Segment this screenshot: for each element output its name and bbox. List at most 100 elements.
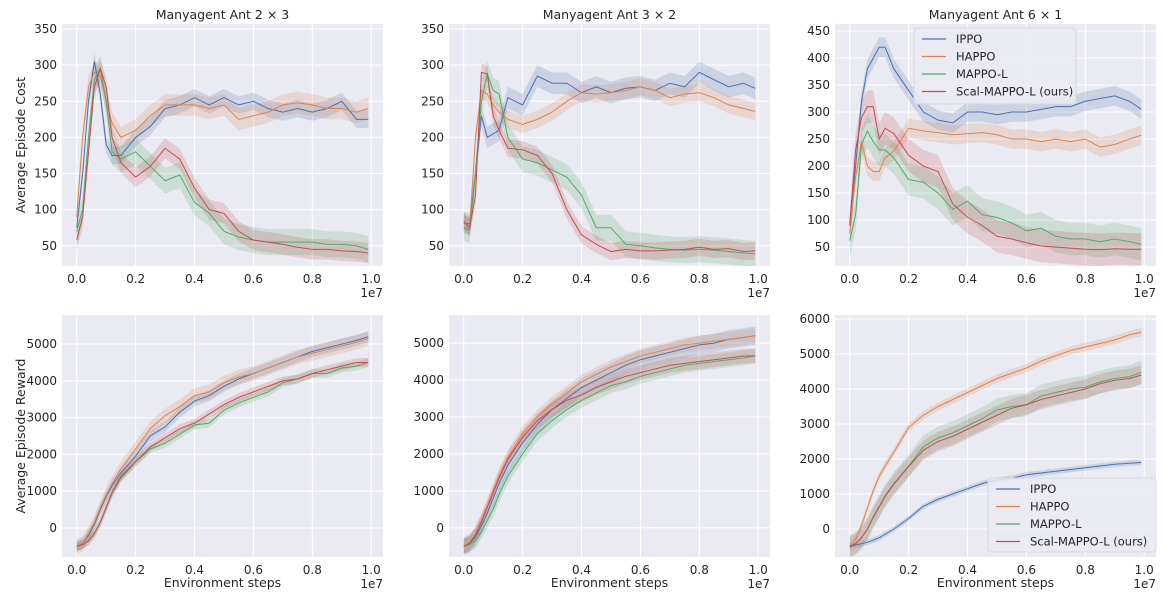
series-line-ippo bbox=[76, 61, 369, 228]
x-tick-label: 0.8 bbox=[303, 563, 322, 577]
x-tick-label: 0.6 bbox=[1017, 272, 1036, 286]
confidence-band-scal-mappo-l-ours- bbox=[463, 63, 756, 261]
x-tick-label: 1.0 bbox=[362, 563, 381, 577]
x-tick-label: 0.6 bbox=[244, 272, 263, 286]
series-line-happo bbox=[76, 338, 369, 547]
y-tick-label: 1000 bbox=[413, 484, 444, 498]
y-tick-label: 100 bbox=[421, 203, 444, 217]
y-tick-label: 350 bbox=[34, 22, 57, 36]
subplot-1: 0.0 0.2 0.4 0.6 0.8 1.0 50 100 150 200 250 300 350 1e… bbox=[13, 7, 383, 300]
y-tick-label: 2000 bbox=[799, 452, 830, 466]
x-tick-label: 0.2 bbox=[126, 272, 145, 286]
x-tick-label: 0.4 bbox=[958, 272, 977, 286]
legend-label: Scal-MAPPO-L (ours) bbox=[956, 85, 1073, 99]
x-offset-text: 1e7 bbox=[1133, 577, 1156, 591]
confidence-band-mappo-l bbox=[849, 114, 1142, 261]
subplot-2: 0.0 0.2 0.4 0.6 0.8 1.0 50 100 150 200 250 300 350 1e… bbox=[421, 7, 770, 300]
x-tick-label: 1.0 bbox=[1135, 563, 1154, 577]
x-tick-label: 0.0 bbox=[840, 563, 859, 577]
confidence-band-ippo bbox=[76, 52, 369, 237]
series-line-happo bbox=[463, 86, 756, 230]
x-tick-label: 0.4 bbox=[958, 563, 977, 577]
y-tick-label: 50 bbox=[429, 239, 444, 253]
x-tick-label: 0.2 bbox=[899, 272, 918, 286]
series-line-mappo-l bbox=[849, 129, 1142, 245]
plot-area bbox=[62, 24, 383, 266]
confidence-band-ippo bbox=[463, 326, 756, 556]
y-tick-label: 350 bbox=[421, 22, 444, 36]
y-tick-label: 150 bbox=[807, 186, 830, 200]
legend-label: HAPPO bbox=[1030, 500, 1069, 514]
confidence-band-happo bbox=[76, 331, 369, 554]
legend-label: HAPPO bbox=[956, 50, 995, 64]
x-tick-label: 0.2 bbox=[899, 563, 918, 577]
x-tick-label: 0.0 bbox=[454, 272, 473, 286]
series-line-scal-mappo-l-ours- bbox=[463, 71, 756, 253]
y-tick-label: 200 bbox=[807, 159, 830, 173]
confidence-band-ippo bbox=[849, 37, 1142, 233]
legend-frame bbox=[987, 477, 1157, 553]
series-line-mappo-l bbox=[463, 355, 756, 547]
subplot-6: 0.0 0.2 0.4 0.6 0.8 1.0 0 1000 2000 3000 4000 5000 6… bbox=[799, 312, 1157, 591]
confidence-band-mappo-l bbox=[76, 55, 369, 263]
x-tick-label: 1.0 bbox=[362, 272, 381, 286]
y-tick-label: 200 bbox=[34, 130, 57, 144]
x-tick-label: 0.8 bbox=[1076, 272, 1095, 286]
y-tick-label: 0 bbox=[822, 522, 830, 536]
subplot-3: 0.0 0.2 0.4 0.6 0.8 1.0 50 100 150 200 250 300 350 40… bbox=[807, 7, 1156, 300]
y-tick-label: 3000 bbox=[26, 411, 57, 425]
series-line-happo bbox=[849, 127, 1142, 234]
y-tick-label: 4000 bbox=[413, 373, 444, 387]
x-tick-label: 1.0 bbox=[749, 272, 768, 286]
x-tick-label: 0.0 bbox=[840, 272, 859, 286]
series-line-ippo bbox=[76, 336, 369, 547]
y-tick-label: 200 bbox=[421, 130, 444, 144]
x-tick-label: 1.0 bbox=[749, 563, 768, 577]
y-tick-label: 4000 bbox=[799, 382, 830, 396]
series-line-ippo bbox=[849, 46, 1142, 223]
y-tick-label: 2000 bbox=[413, 447, 444, 461]
x-offset-text: 1e7 bbox=[747, 286, 770, 300]
legend-label: MAPPO-L bbox=[1030, 517, 1082, 531]
confidence-band-scal-mappo-l-ours- bbox=[849, 365, 1142, 557]
confidence-band-mappo-l bbox=[463, 60, 756, 266]
x-tick-label: 0.6 bbox=[244, 563, 263, 577]
y-tick-label: 1000 bbox=[26, 484, 57, 498]
y-tick-label: 1000 bbox=[799, 487, 830, 501]
x-axis-label: Environment steps bbox=[937, 575, 1054, 590]
y-tick-label: 150 bbox=[34, 167, 57, 181]
y-tick-label: 300 bbox=[421, 58, 444, 72]
y-tick-label: 350 bbox=[807, 78, 830, 92]
y-tick-label: 5000 bbox=[799, 347, 830, 361]
series-layer bbox=[76, 331, 369, 554]
x-tick-label: 0.2 bbox=[513, 272, 532, 286]
y-tick-label: 150 bbox=[421, 167, 444, 181]
x-offset-text: 1e7 bbox=[1133, 286, 1156, 300]
subplot-4: 0.0 0.2 0.4 0.6 0.8 1.0 0 1000 2000 3000 4000 5000 1… bbox=[13, 315, 383, 591]
series-line-scal-mappo-l-ours- bbox=[463, 355, 756, 547]
legend: IPPO HAPPO MAPPO-L Scal-MAPPO-L (ours) bbox=[913, 27, 1077, 105]
y-tick-label: 5000 bbox=[413, 336, 444, 350]
y-tick-label: 100 bbox=[807, 213, 830, 227]
confidence-band-ippo bbox=[463, 61, 756, 235]
y-tick-label: 2000 bbox=[26, 447, 57, 461]
x-tick-label: 0.0 bbox=[454, 563, 473, 577]
plot-area bbox=[449, 315, 770, 557]
legend: IPPO HAPPO MAPPO-L Scal-MAPPO-L (ours) bbox=[987, 477, 1157, 553]
series-line-ippo bbox=[463, 335, 756, 547]
y-tick-label: 250 bbox=[807, 132, 830, 146]
x-tick-label: 0.4 bbox=[572, 563, 591, 577]
y-tick-label: 50 bbox=[42, 239, 57, 253]
x-tick-label: 0.4 bbox=[572, 272, 591, 286]
y-tick-label: 250 bbox=[34, 94, 57, 108]
confidence-band-mappo-l bbox=[849, 360, 1142, 557]
legend-frame bbox=[913, 27, 1077, 105]
y-tick-label: 0 bbox=[436, 521, 444, 535]
x-tick-label: 0.8 bbox=[690, 272, 709, 286]
x-tick-label: 0.4 bbox=[185, 272, 204, 286]
plot-area bbox=[62, 315, 383, 557]
subplot-title: Manyagent Ant 2 × 3 bbox=[156, 7, 290, 22]
series-line-happo bbox=[849, 331, 1142, 547]
x-axis-label: Environment steps bbox=[551, 575, 668, 590]
